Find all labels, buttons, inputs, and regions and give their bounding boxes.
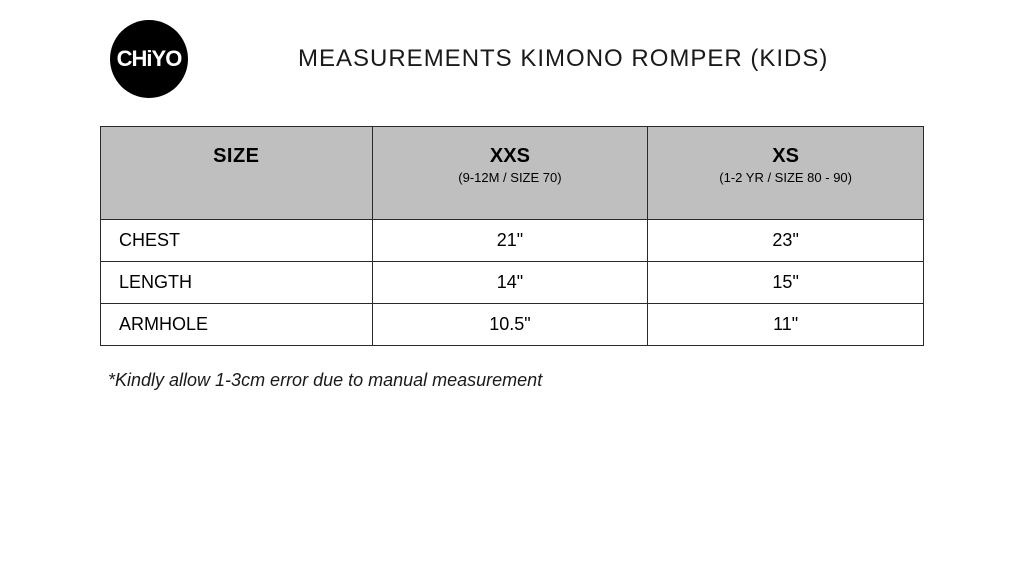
footnote: *Kindly allow 1-3cm error due to manual …: [0, 346, 1024, 391]
table-row: ARMHOLE 10.5" 11": [101, 304, 924, 346]
table-header-row: SIZE XXS (9-12M / SIZE 70) XS (1-2 YR / …: [101, 127, 924, 220]
size-column-header: SIZE: [101, 127, 373, 220]
column-header-xs-label: XS: [656, 145, 915, 168]
header: CHiYO MEASUREMENTS KIMONO ROMPER (KIDS): [0, 0, 1024, 98]
page-title: MEASUREMENTS KIMONO ROMPER (KIDS): [298, 45, 828, 73]
cell-chest-xs: 23": [648, 220, 924, 262]
column-header-xxs-label: XXS: [381, 145, 640, 168]
brand-logo: CHiYO: [110, 20, 188, 98]
column-header-xxs: XXS (9-12M / SIZE 70): [372, 127, 648, 220]
column-header-xs: XS (1-2 YR / SIZE 80 - 90): [648, 127, 924, 220]
column-header-xs-sub: (1-2 YR / SIZE 80 - 90): [656, 170, 915, 185]
column-header-xxs-sub: (9-12M / SIZE 70): [381, 170, 640, 185]
cell-armhole-xxs: 10.5": [372, 304, 648, 346]
measurement-table: SIZE XXS (9-12M / SIZE 70) XS (1-2 YR / …: [100, 126, 924, 346]
row-label-chest: CHEST: [101, 220, 373, 262]
measurement-table-wrap: SIZE XXS (9-12M / SIZE 70) XS (1-2 YR / …: [0, 98, 1024, 346]
row-label-armhole: ARMHOLE: [101, 304, 373, 346]
cell-length-xxs: 14": [372, 262, 648, 304]
table-row: CHEST 21" 23": [101, 220, 924, 262]
cell-length-xs: 15": [648, 262, 924, 304]
size-header-label: SIZE: [109, 145, 364, 168]
cell-armhole-xs: 11": [648, 304, 924, 346]
table-row: LENGTH 14" 15": [101, 262, 924, 304]
brand-logo-text: CHiYO: [117, 46, 182, 72]
row-label-length: LENGTH: [101, 262, 373, 304]
cell-chest-xxs: 21": [372, 220, 648, 262]
